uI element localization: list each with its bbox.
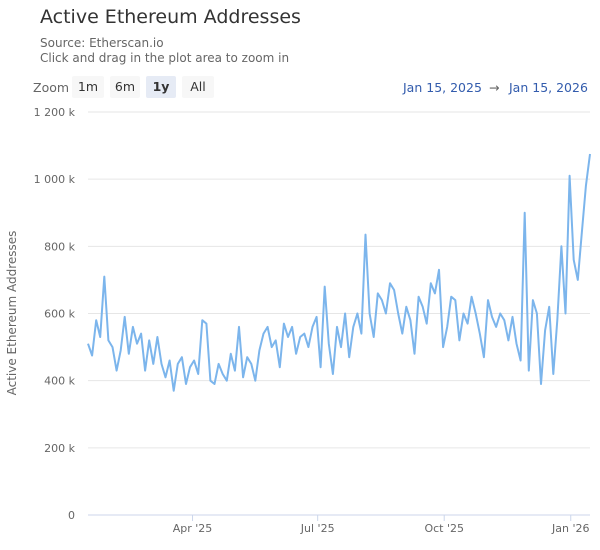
y-tick-label: 400 k — [44, 375, 75, 388]
range-to-input[interactable]: Jan 15, 2026 — [509, 80, 588, 95]
y-tick-label: 0 — [68, 509, 75, 522]
zoom-label: Zoom — [33, 80, 70, 95]
x-tick-label: Jul '25 — [300, 522, 335, 535]
y-tick-label: 200 k — [44, 442, 75, 455]
zoom-6m-button[interactable]: 6m — [110, 76, 140, 98]
chart-title: Active Ethereum Addresses — [40, 6, 301, 28]
y-tick-label: 1 200 k — [34, 106, 76, 119]
y-tick-label: 1 000 k — [34, 173, 76, 186]
x-tick-label: Oct '25 — [424, 522, 464, 535]
x-tick-label: Jan '26 — [551, 522, 589, 535]
chart-source: Source: Etherscan.io — [40, 36, 164, 50]
y-tick-label: 600 k — [44, 308, 75, 321]
zoom-all-button[interactable]: All — [182, 76, 214, 98]
range-from-input[interactable]: Jan 15, 2025 — [403, 80, 482, 95]
y-axis-title: Active Ethereum Addresses — [5, 231, 19, 396]
zoom-hint: Click and drag in the plot area to zoom … — [40, 51, 290, 65]
range-arrow: → — [489, 80, 500, 95]
series-line[interactable] — [87, 153, 591, 392]
zoom-1y-button[interactable]: 1y — [146, 76, 176, 98]
x-tick-label: Apr '25 — [173, 522, 213, 535]
y-tick-label: 800 k — [44, 240, 75, 253]
zoom-1m-button[interactable]: 1m — [72, 76, 104, 98]
